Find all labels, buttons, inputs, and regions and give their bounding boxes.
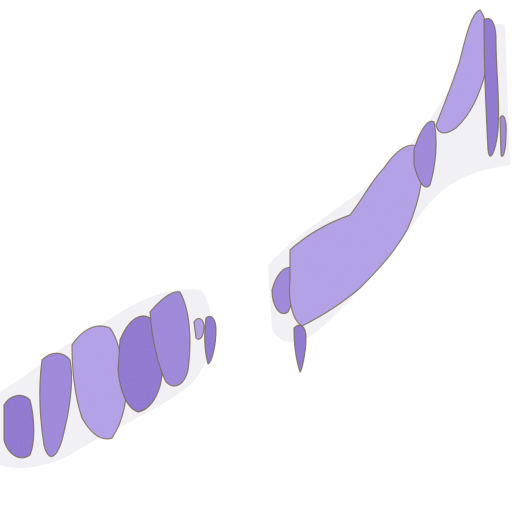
- tissue-piece: [204, 316, 216, 364]
- tissue-piece: [500, 115, 507, 157]
- tissue-piece: [414, 121, 437, 188]
- tissue-halo: [0, 23, 510, 468]
- tissue-piece: [289, 145, 423, 326]
- tissue-piece: [72, 325, 127, 439]
- tissue-piece: [150, 291, 190, 386]
- tissue-piece: [294, 325, 306, 372]
- tissue-piece: [194, 318, 204, 340]
- tissue-piece: [118, 316, 163, 412]
- tissue-fragment-right-texture: [272, 10, 507, 372]
- tissue-piece: [272, 267, 295, 314]
- tissue-piece: [436, 10, 488, 133]
- tissue-piece: [39, 353, 72, 457]
- tissue-fragment-left-texture: [4, 291, 216, 458]
- tissue-piece: [484, 18, 499, 157]
- tissue-piece: [4, 395, 34, 458]
